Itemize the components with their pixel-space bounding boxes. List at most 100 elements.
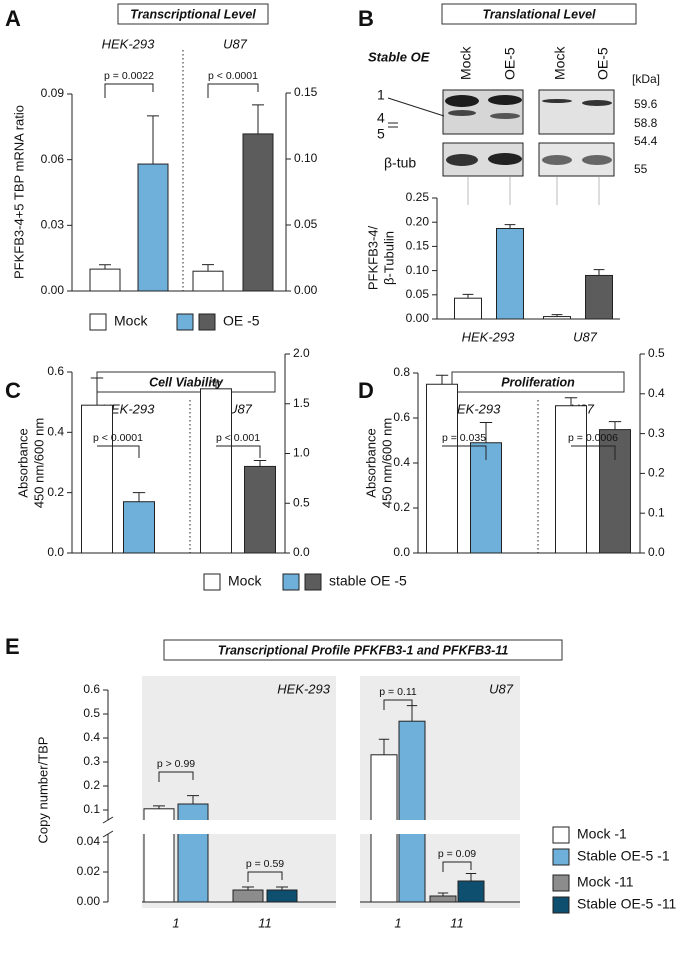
group-name: HEK-293	[102, 401, 156, 416]
blot-band	[488, 95, 522, 105]
lane-label: OE-5	[595, 47, 611, 80]
panel-letter: E	[5, 634, 20, 659]
bar	[266, 889, 298, 903]
blot-band	[582, 100, 612, 106]
y-axis-label: β-Tubulin	[381, 231, 396, 285]
y-tick-label: 0.8	[393, 365, 410, 379]
legend-swatch	[203, 573, 221, 591]
error-bar	[147, 115, 159, 165]
bar	[192, 270, 224, 292]
y-tick-label: 0.6	[47, 364, 64, 378]
y-tick-label: 0.2	[47, 485, 64, 499]
y-tick-label: 0.4	[648, 386, 665, 400]
category-label: 11	[450, 915, 464, 930]
bar	[123, 501, 155, 554]
legend-label: Stable OE-5 -1	[577, 848, 670, 864]
significance-bracket	[216, 445, 261, 458]
group-name: HEK-293	[462, 329, 516, 344]
y-tick-label: 0.10	[294, 151, 318, 165]
error-bar	[202, 264, 214, 272]
bar	[543, 316, 571, 320]
y-tick-label: 0.1	[648, 505, 665, 519]
p-value: p < 0.001	[216, 432, 260, 444]
y-tick-label: 0.0	[393, 545, 410, 559]
legend-swatch	[282, 573, 300, 591]
error-bar	[479, 422, 493, 443]
y-tick-label: 2.0	[293, 346, 310, 360]
group-name: HEK-293	[277, 681, 331, 696]
legend-label: Stable OE-5 -11	[577, 896, 677, 912]
title-box	[451, 371, 625, 393]
blot-band	[542, 99, 572, 103]
y-tick-label: 0.05	[294, 217, 318, 231]
p-value: p = 0.0006	[568, 432, 618, 444]
y-tick-label: 0.5	[83, 706, 100, 720]
group-name: HEK-293	[448, 401, 502, 416]
band-size: 59.6	[634, 97, 658, 111]
chart-title: Proliferation	[501, 375, 575, 389]
p-value: p = 0.035	[442, 432, 486, 444]
significance-bracket	[571, 445, 616, 460]
band-size: 54.4	[634, 134, 658, 148]
panel-letter: A	[5, 6, 21, 31]
y-tick-label: 0.0	[47, 545, 64, 559]
y-tick-label: 0.3	[83, 754, 100, 768]
y-tick-label: 0.05	[406, 287, 430, 301]
significance-bracket	[97, 445, 140, 458]
category-label: 11	[258, 915, 272, 930]
bar	[426, 383, 458, 554]
group-name: U87	[228, 401, 253, 416]
significance-bracket	[207, 83, 259, 98]
y-tick-label: 0.03	[41, 218, 65, 232]
bar	[137, 163, 169, 292]
axis-break	[102, 820, 524, 834]
legend-swatch	[552, 896, 570, 914]
y-tick-label: 0.20	[406, 214, 430, 228]
y-tick-label: 0.2	[648, 466, 665, 480]
error-bar	[187, 795, 199, 804]
legend-swatch	[304, 573, 322, 591]
bar	[585, 274, 613, 320]
legend-label: Mock	[114, 313, 148, 329]
y-tick-label: 0.5	[648, 346, 665, 360]
y-tick-label: 0.2	[393, 500, 410, 514]
p-value: p < 0.0001	[208, 70, 258, 82]
error-bar	[551, 314, 563, 317]
error-bar	[90, 377, 104, 406]
p-value: p = 0.59	[246, 858, 284, 870]
category-label: 1	[394, 915, 401, 930]
significance-bracket	[158, 771, 194, 782]
chart-title: Transcriptional Level	[130, 7, 256, 21]
bar	[242, 133, 274, 292]
band-size: 58.8	[634, 116, 658, 130]
y-tick-label: 0.15	[406, 239, 430, 253]
blot-band	[448, 110, 476, 116]
y-tick-label: 0.0	[648, 545, 665, 559]
y-tick-label: 0.4	[47, 425, 64, 439]
bar	[429, 895, 457, 903]
y-tick-label: 0.6	[393, 410, 410, 424]
y-tick-label: 1.0	[293, 446, 310, 460]
p-value: p = 0.0022	[104, 70, 154, 82]
legend-swatch	[176, 313, 194, 331]
y-axis-label: PFKFB3-4/	[365, 225, 380, 290]
bar	[81, 404, 113, 554]
y-tick-label: 0.2	[83, 778, 100, 792]
panel-letter: B	[358, 6, 374, 31]
bar	[555, 405, 587, 554]
y-tick-label: 0.4	[393, 455, 410, 469]
error-bar	[462, 293, 474, 299]
y-tick-label: 0.3	[648, 426, 665, 440]
bar	[454, 297, 482, 320]
group-name: U87	[489, 681, 514, 696]
bar	[496, 227, 524, 320]
y-tick-label: 0.10	[406, 263, 430, 277]
y-axis-label: 450 nm/600 nm	[379, 418, 394, 508]
legend-swatch	[552, 848, 570, 866]
error-bar	[242, 886, 254, 890]
p-value: p = 0.09	[438, 848, 476, 860]
panel-letter: C	[5, 378, 21, 403]
y-tick-label: 1.5	[293, 396, 310, 410]
group-name: U87	[573, 329, 598, 344]
